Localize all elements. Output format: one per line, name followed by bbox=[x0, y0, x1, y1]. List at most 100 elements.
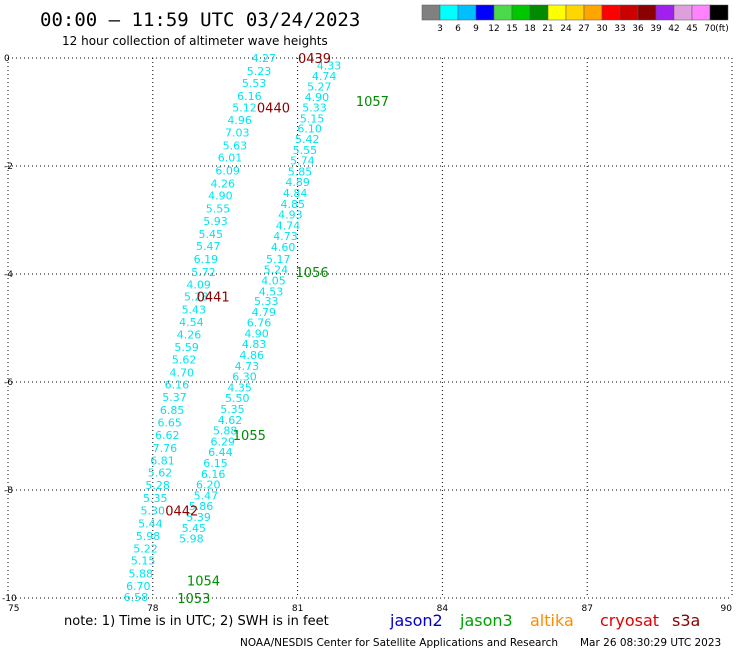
satellite-label-jason3: jason3 bbox=[459, 611, 513, 630]
swh-value-label: 5.44 bbox=[138, 517, 163, 530]
swh-value-label: 6.16 bbox=[237, 90, 262, 103]
swh-value-label: 4.86 bbox=[239, 349, 264, 362]
swh-value-label: 6.81 bbox=[150, 454, 175, 467]
swh-value-label: 4.09 bbox=[186, 278, 211, 291]
swh-value-label: 5.42 bbox=[295, 133, 320, 146]
legend-label: 45 bbox=[686, 24, 697, 34]
swh-value-label: 5.28 bbox=[145, 479, 170, 492]
swh-value-label: 4.73 bbox=[273, 230, 298, 243]
legend-label: 24 bbox=[560, 24, 572, 34]
legend-swatch bbox=[619, 4, 639, 21]
swh-value-label: 5.33 bbox=[302, 102, 327, 115]
x-tick-label: 84 bbox=[437, 604, 449, 614]
color-legend: 3 6 9 12 15 18 21 24 27 30 33 36 39 42 45 70 (ft) bbox=[421, 4, 729, 34]
swh-value-label: 4.05 bbox=[261, 274, 286, 287]
time-label: 0439 bbox=[298, 52, 331, 67]
legend-label: 15 bbox=[506, 24, 517, 34]
legend-label: (ft) bbox=[715, 24, 729, 34]
legend-swatch bbox=[565, 4, 585, 21]
swh-value-label: 5.35 bbox=[220, 403, 245, 416]
swh-value-label: 4.90 bbox=[305, 91, 330, 104]
swh-value-label: 5.15 bbox=[300, 112, 325, 125]
legend-swatch bbox=[601, 4, 621, 21]
time-label: 1055 bbox=[233, 429, 266, 444]
swh-value-label: 4.90 bbox=[244, 327, 269, 340]
swh-value-label: 5.85 bbox=[288, 165, 313, 178]
y-tick-label: 0 bbox=[4, 54, 10, 64]
satellite-label-jason2: jason2 bbox=[389, 611, 443, 630]
swh-value-label: 5.50 bbox=[225, 392, 250, 405]
swh-value-label: 4.26 bbox=[211, 177, 236, 190]
swh-value-label: 5.45 bbox=[198, 228, 223, 241]
legend-swatch bbox=[529, 4, 549, 21]
swh-value-label: 4.33 bbox=[317, 60, 342, 73]
swh-value-label: 5.15 bbox=[131, 555, 156, 568]
legend-label: 70 bbox=[704, 24, 716, 34]
swh-value-label: 5.17 bbox=[266, 253, 291, 266]
swh-value-label: 5.24 bbox=[264, 264, 289, 277]
swh-value-label: 5.47 bbox=[194, 489, 219, 502]
swh-labels: 4.275.235.536.165.124.967.035.636.016.09… bbox=[124, 52, 342, 604]
y-tick-label: -4 bbox=[4, 270, 13, 280]
credit-right: Mar 26 08:30:29 UTC 2023 bbox=[580, 637, 721, 649]
swh-value-label: 5.30 bbox=[141, 505, 166, 518]
satellite-legend: jason2 jason3 altika cryosat s3a bbox=[389, 611, 700, 630]
time-label: 0442 bbox=[165, 505, 198, 520]
legend-swatch bbox=[655, 4, 675, 21]
legend-label: 27 bbox=[578, 24, 589, 34]
legend-label: 18 bbox=[524, 24, 536, 34]
satellite-label-s3a: s3a bbox=[672, 611, 700, 630]
credit-left: NOAA/NESDIS Center for Satellite Applica… bbox=[240, 637, 558, 649]
x-tick-label: 81 bbox=[292, 604, 303, 614]
swh-value-label: 5.63 bbox=[223, 139, 248, 152]
swh-value-label: 5.55 bbox=[293, 144, 318, 157]
swh-value-label: 5.33 bbox=[254, 295, 279, 308]
swh-value-label: 6.62 bbox=[155, 429, 180, 442]
legend-swatch bbox=[475, 4, 495, 21]
swh-value-label: 7.03 bbox=[225, 127, 250, 140]
swh-value-label: 5.72 bbox=[191, 266, 216, 279]
swh-value-label: 4.85 bbox=[281, 198, 306, 211]
legend-swatch bbox=[439, 4, 459, 21]
swh-value-label: 6.44 bbox=[208, 446, 233, 459]
legend-label: 39 bbox=[650, 24, 662, 34]
swh-value-label: 4.54 bbox=[179, 316, 204, 329]
swh-value-label: 6.10 bbox=[297, 123, 322, 136]
time-label: 1054 bbox=[187, 575, 220, 590]
y-tick-label: -6 bbox=[4, 378, 13, 388]
swh-value-label: 4.27 bbox=[252, 52, 277, 65]
legend-swatch bbox=[547, 4, 567, 21]
swh-value-label: 5.47 bbox=[196, 240, 221, 253]
swh-value-label: 4.84 bbox=[283, 187, 308, 200]
swh-value-label: 5.98 bbox=[179, 533, 204, 546]
swh-value-label: 5.62 bbox=[172, 353, 197, 366]
swh-value-label: 5.86 bbox=[189, 500, 214, 513]
y-tick-label: -2 bbox=[4, 162, 13, 172]
note-text: note: 1) Time is in UTC; 2) SWH is in fe… bbox=[64, 614, 329, 629]
swh-value-label: 5.22 bbox=[133, 542, 158, 555]
swh-value-label: 5.88 bbox=[128, 568, 153, 581]
time-label: 1053 bbox=[177, 592, 210, 607]
swh-value-label: 6.85 bbox=[160, 404, 185, 417]
satellite-label-altika: altika bbox=[530, 611, 574, 630]
swh-value-label: 5.35 bbox=[143, 492, 168, 505]
swh-value-label: 5.12 bbox=[232, 102, 257, 115]
swh-value-label: 4.83 bbox=[242, 338, 267, 351]
time-label: 1057 bbox=[356, 95, 389, 110]
swh-value-label: 4.93 bbox=[278, 209, 303, 222]
legend-label: 30 bbox=[596, 24, 608, 34]
swh-value-label: 5.98 bbox=[136, 530, 161, 543]
swh-value-label: 5.28 bbox=[184, 291, 209, 304]
x-tick-label: 75 bbox=[8, 604, 19, 614]
chart-title: 00:00 – 11:59 UTC 03/24/2023 bbox=[40, 9, 360, 31]
swh-value-label: 6.01 bbox=[218, 151, 243, 164]
swh-value-label: 4.35 bbox=[227, 381, 252, 394]
legend-label: 36 bbox=[632, 24, 644, 34]
x-tick-label: 87 bbox=[581, 604, 592, 614]
swh-value-label: 4.60 bbox=[271, 241, 296, 254]
y-tick-label: -10 bbox=[2, 594, 17, 604]
legend-label: 9 bbox=[473, 24, 479, 34]
swh-value-label: 4.90 bbox=[208, 190, 233, 203]
swh-value-label: 6.20 bbox=[196, 479, 221, 492]
swh-value-label: 4.73 bbox=[235, 360, 260, 373]
